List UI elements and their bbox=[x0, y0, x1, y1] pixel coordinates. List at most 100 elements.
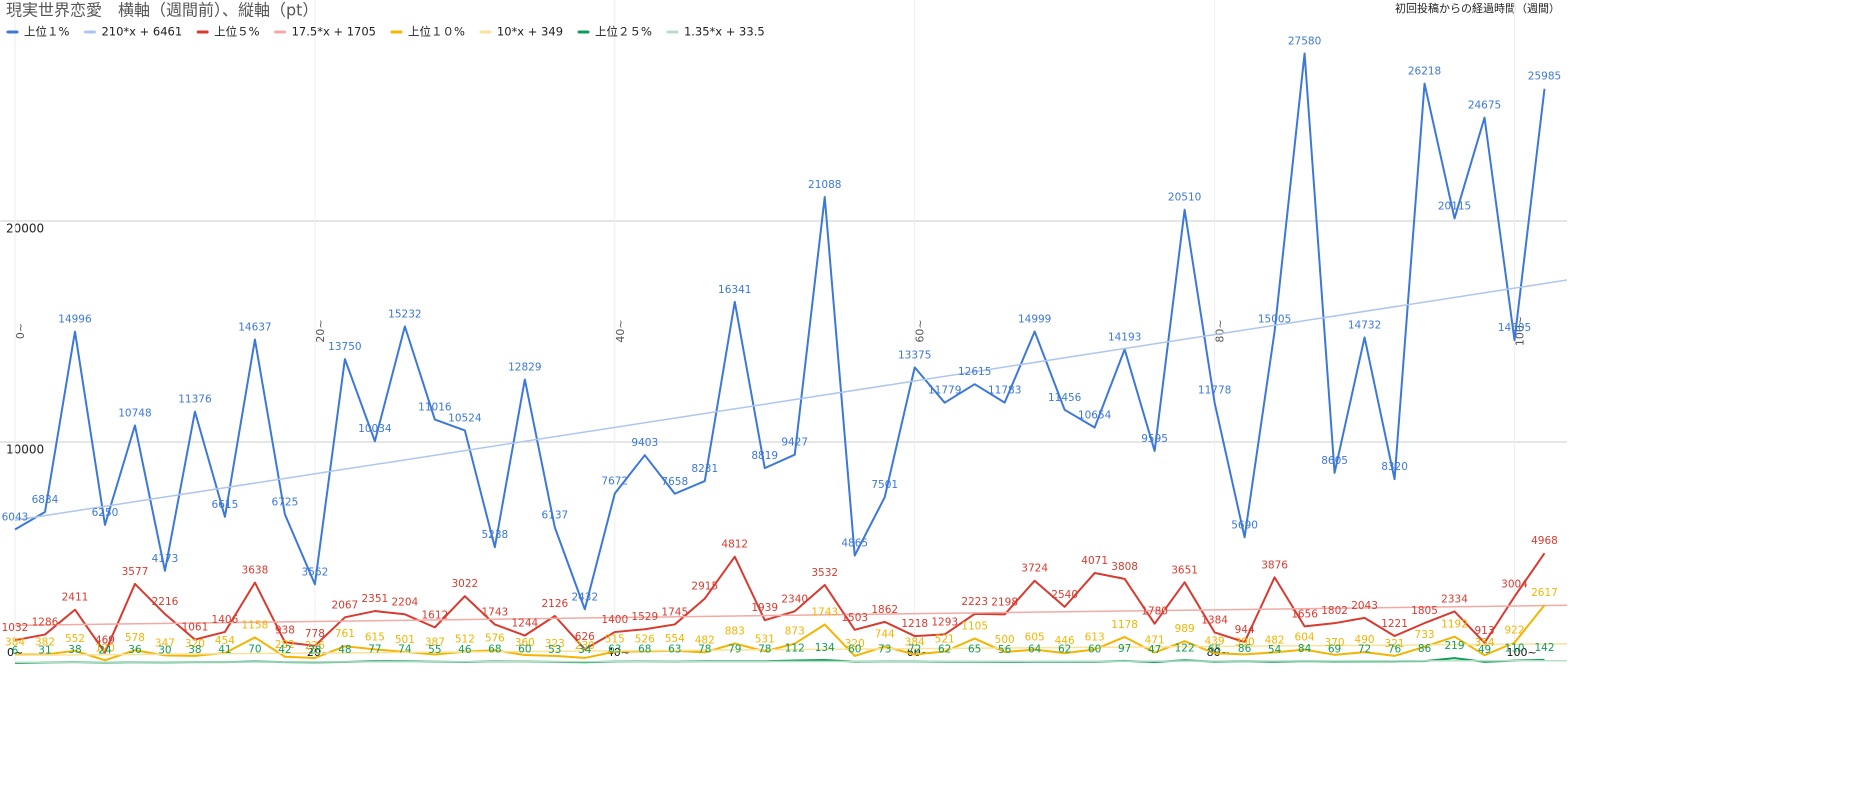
data-label: 8231 bbox=[691, 463, 718, 475]
trend-line bbox=[14, 604, 1567, 627]
data-label: 360 bbox=[515, 637, 535, 649]
data-label: 7501 bbox=[871, 479, 898, 491]
data-label: 13750 bbox=[328, 341, 361, 353]
data-label: 2540 bbox=[1051, 589, 1078, 601]
data-label: 382 bbox=[35, 637, 55, 649]
data-label: 74 bbox=[398, 643, 412, 655]
data-label: 9427 bbox=[781, 437, 808, 449]
data-label: 219 bbox=[1445, 640, 1465, 652]
data-label: 15005 bbox=[1258, 313, 1291, 325]
data-label: 53 bbox=[548, 644, 561, 656]
data-label: 1743 bbox=[481, 606, 508, 618]
data-label: 2216 bbox=[152, 596, 179, 608]
data-label: 613 bbox=[1085, 631, 1105, 643]
x-tick-label: 0~ bbox=[14, 323, 27, 339]
data-label: 56 bbox=[998, 644, 1012, 656]
data-label: 10748 bbox=[118, 407, 151, 419]
data-label: 122 bbox=[1175, 642, 1195, 654]
data-label: 515 bbox=[605, 634, 625, 646]
data-label: 3808 bbox=[1111, 561, 1138, 573]
data-label: 2617 bbox=[1531, 587, 1558, 599]
data-label: 913 bbox=[1475, 625, 1495, 637]
data-label: 14637 bbox=[238, 322, 271, 334]
data-label: 63 bbox=[668, 644, 681, 656]
chart-title: 現実世界恋愛 横軸（週間前）、縦軸（pt） bbox=[6, 1, 318, 20]
data-label: 60 bbox=[848, 644, 861, 656]
data-label: 3022 bbox=[451, 578, 478, 590]
data-label: 6137 bbox=[541, 509, 568, 521]
data-label: 6834 bbox=[32, 494, 59, 506]
data-label: 4173 bbox=[152, 553, 179, 565]
data-label: 6725 bbox=[272, 496, 299, 508]
data-label: 3724 bbox=[1021, 563, 1048, 575]
data-label: 1862 bbox=[871, 604, 898, 616]
data-label: 482 bbox=[695, 634, 715, 646]
data-label: 55 bbox=[428, 644, 441, 656]
y-tick-label: 10000 bbox=[6, 443, 44, 457]
data-label: 73 bbox=[878, 643, 891, 655]
data-label: 1244 bbox=[511, 618, 538, 630]
trend-line bbox=[14, 643, 1567, 657]
legend-label: 210*x + 6461 bbox=[101, 25, 182, 39]
data-label: 38 bbox=[68, 644, 81, 656]
data-label: 62 bbox=[1058, 644, 1071, 656]
data-label: 46 bbox=[458, 644, 472, 656]
data-label: 7672 bbox=[601, 475, 628, 487]
legend-label: 10*x + 349 bbox=[497, 25, 563, 39]
data-label: 282 bbox=[275, 639, 295, 651]
legend-label: 上位２５% bbox=[595, 25, 652, 39]
data-label: 42 bbox=[278, 644, 291, 656]
data-label: 1805 bbox=[1411, 605, 1438, 617]
data-label: 944 bbox=[1235, 624, 1255, 636]
data-label: 3562 bbox=[302, 566, 329, 578]
data-label: 24675 bbox=[1468, 100, 1501, 112]
data-label: 11376 bbox=[178, 394, 212, 406]
data-label: 1802 bbox=[1321, 605, 1348, 617]
data-label: 1061 bbox=[182, 622, 209, 634]
data-label: 5690 bbox=[1231, 519, 1258, 531]
data-label: 11456 bbox=[1048, 392, 1082, 404]
data-label: 76 bbox=[1388, 643, 1402, 655]
data-label: 4812 bbox=[721, 539, 748, 551]
data-label: 47 bbox=[1148, 644, 1161, 656]
data-label: 387 bbox=[425, 636, 445, 648]
data-label: 64 bbox=[1028, 644, 1042, 656]
data-label: 576 bbox=[485, 632, 505, 644]
data-label: 384 bbox=[5, 637, 25, 649]
data-label: 15232 bbox=[388, 308, 421, 320]
data-label: 2067 bbox=[332, 599, 359, 611]
data-label: 554 bbox=[665, 633, 685, 645]
data-label: 1192 bbox=[1441, 619, 1468, 631]
x-tick-label: 20~ bbox=[314, 319, 327, 342]
data-label: 526 bbox=[635, 633, 655, 645]
series-line bbox=[14, 52, 1546, 611]
data-label: 6615 bbox=[212, 499, 239, 511]
data-label: 733 bbox=[1415, 629, 1435, 641]
data-label: 14732 bbox=[1348, 319, 1381, 331]
data-label: 24 bbox=[98, 644, 112, 656]
data-label: 439 bbox=[1205, 635, 1225, 647]
data-label: 761 bbox=[335, 628, 355, 640]
x-axis-label: 初回投稿からの経過時間（週間） bbox=[1395, 1, 1560, 15]
data-label: 1406 bbox=[212, 614, 239, 626]
data-label: 14999 bbox=[1018, 314, 1051, 326]
data-label: 1503 bbox=[841, 612, 868, 624]
data-label: 2043 bbox=[1351, 600, 1378, 612]
data-label: 14193 bbox=[1108, 331, 1141, 343]
data-label: 16341 bbox=[718, 284, 751, 296]
data-label: 10524 bbox=[448, 412, 482, 424]
data-label: 989 bbox=[1175, 623, 1195, 635]
data-label: 60 bbox=[518, 644, 531, 656]
data-label: 36 bbox=[128, 644, 142, 656]
data-label: 6 bbox=[12, 645, 19, 657]
data-label: 2432 bbox=[571, 591, 598, 603]
data-label: 512 bbox=[455, 634, 475, 646]
data-label: 78 bbox=[758, 643, 771, 655]
data-label: 1293 bbox=[931, 616, 958, 628]
data-label: 20510 bbox=[1168, 192, 1201, 204]
data-label: 11779 bbox=[928, 385, 961, 397]
data-label: 97 bbox=[1118, 643, 1131, 655]
data-label: 500 bbox=[995, 634, 1015, 646]
data-label: 70 bbox=[248, 643, 261, 655]
data-label: 68 bbox=[488, 643, 501, 655]
